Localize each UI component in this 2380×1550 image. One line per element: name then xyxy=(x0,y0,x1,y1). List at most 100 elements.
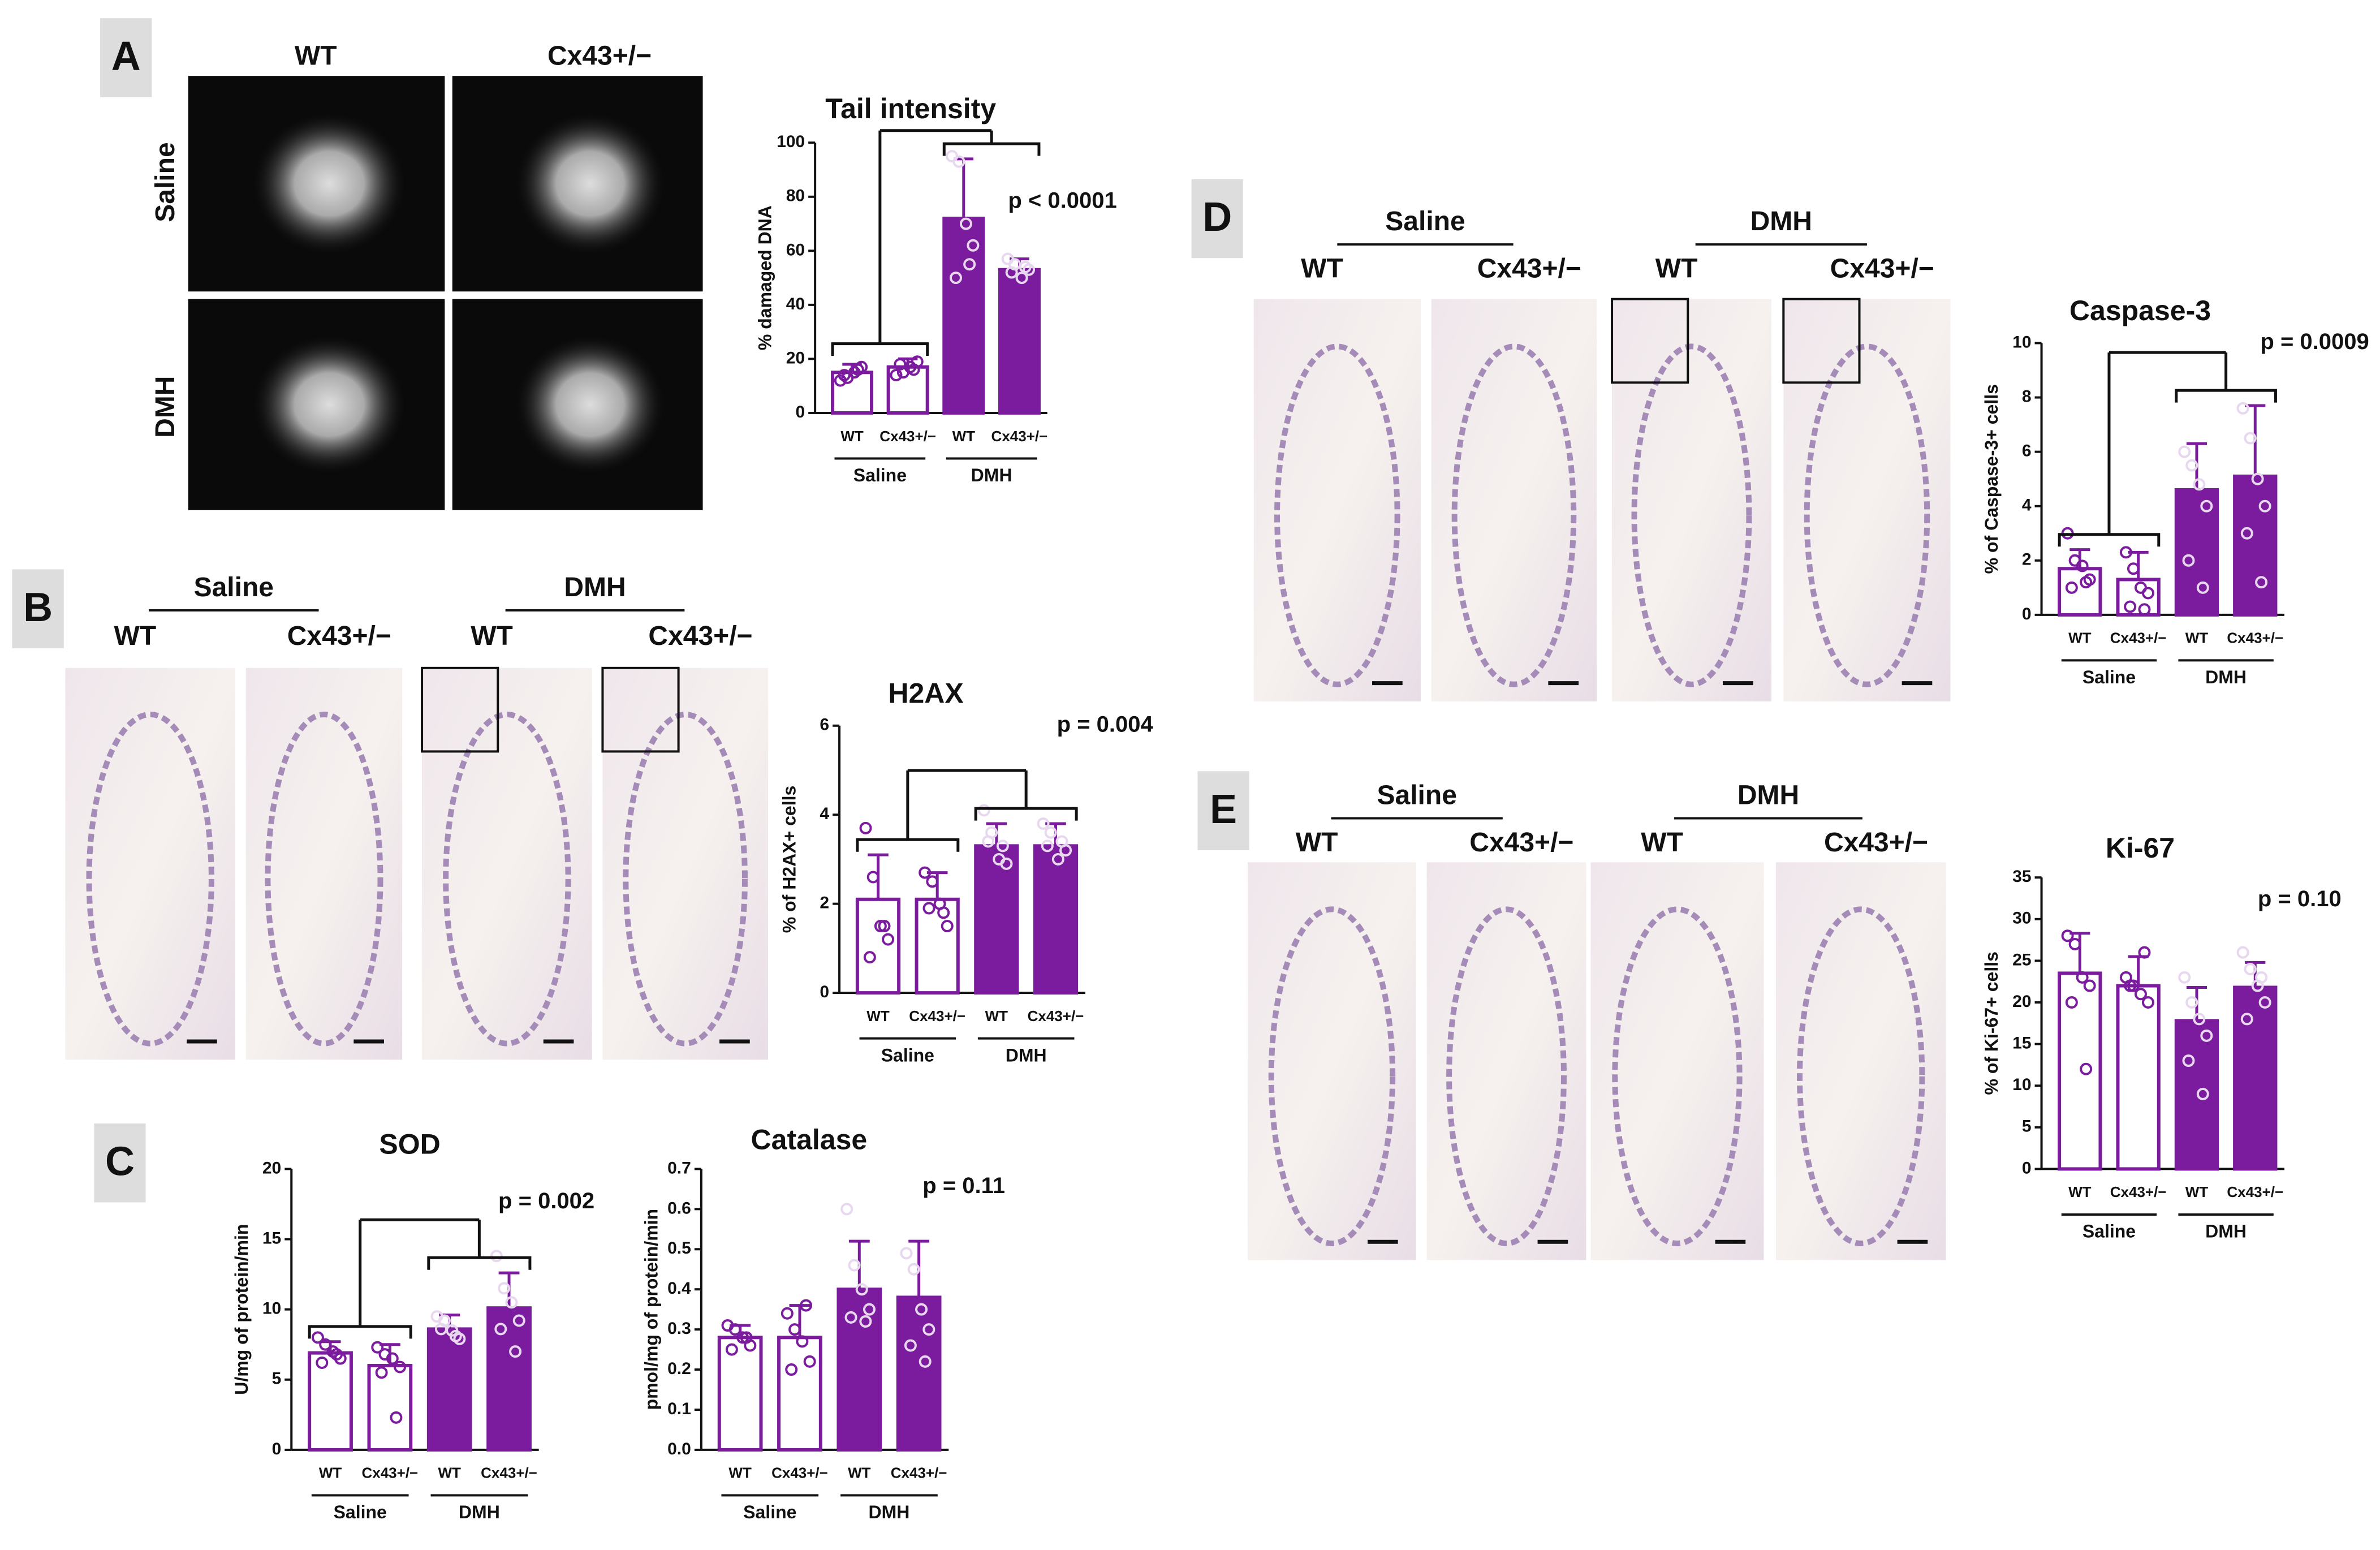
y-tick-label: 0.6 xyxy=(667,1199,691,1217)
x-tick-label: WT xyxy=(2068,1183,2092,1200)
data-point xyxy=(949,272,962,285)
bar xyxy=(717,1336,763,1452)
data-point xyxy=(2244,963,2257,976)
x-tick-label: Cx43+/− xyxy=(361,1465,418,1482)
data-point xyxy=(844,1311,857,1324)
data-point xyxy=(2134,988,2147,1001)
inset-box xyxy=(601,666,680,753)
crypt xyxy=(1451,343,1577,687)
y-tick-label: 20 xyxy=(786,348,805,367)
micrograph xyxy=(1612,299,1771,701)
data-point xyxy=(1019,261,1032,274)
data-point xyxy=(781,1307,794,1320)
x-tick-label: WT xyxy=(985,1008,1008,1024)
group-label: Saline xyxy=(881,1045,934,1065)
data-point xyxy=(2185,996,2198,1009)
data-point xyxy=(490,1250,503,1263)
data-point xyxy=(785,1363,798,1376)
data-point xyxy=(840,1203,853,1216)
data-point xyxy=(1051,852,1064,866)
data-point xyxy=(922,902,935,915)
micrograph xyxy=(1426,862,1586,1260)
column-label: WT xyxy=(1655,253,1698,283)
data-point xyxy=(311,1331,324,1344)
data-point xyxy=(2138,946,2151,959)
y-tick-label: 0 xyxy=(272,1440,282,1458)
data-point xyxy=(2141,587,2154,600)
group-label: Saline xyxy=(1385,206,1465,236)
data-point xyxy=(2065,996,2078,1009)
data-point xyxy=(919,866,932,879)
data-point xyxy=(915,1303,928,1316)
y-tick-label: 4 xyxy=(820,804,829,823)
data-point xyxy=(2141,996,2154,1009)
group-label: DMH xyxy=(869,1502,910,1522)
data-point xyxy=(855,1283,868,1296)
x-tick-label: Cx43+/− xyxy=(879,428,936,445)
data-point xyxy=(941,920,954,933)
column-label: Cx43+/− xyxy=(648,621,752,651)
data-point xyxy=(434,1323,447,1336)
data-point xyxy=(919,1355,932,1368)
data-point xyxy=(848,1259,861,1272)
data-point xyxy=(2196,581,2209,594)
data-point xyxy=(996,839,1009,852)
column-label: WT xyxy=(114,621,157,651)
y-axis-label: % damaged DNA xyxy=(755,205,775,350)
y-axis-label: % of Ki-67+ cells xyxy=(1981,951,2002,1095)
data-point xyxy=(2240,1013,2253,1026)
bracket xyxy=(427,1220,532,1270)
data-point xyxy=(2236,946,2249,959)
data-point xyxy=(1044,826,1057,839)
annotation: p = 0.0009 xyxy=(2260,329,2369,354)
y-tick-label: 2 xyxy=(2022,550,2032,569)
group-label: Saline xyxy=(1377,781,1457,811)
panel-letter: A xyxy=(111,34,141,79)
data-point xyxy=(2068,937,2081,950)
y-tick-label: 0.4 xyxy=(667,1279,691,1298)
data-point xyxy=(2124,979,2137,992)
bar xyxy=(915,897,960,995)
y-tick-label: 0 xyxy=(2022,605,2032,623)
data-point xyxy=(2193,1013,2206,1026)
column-label: WT xyxy=(1301,253,1343,283)
crypt xyxy=(1631,343,1752,687)
bar xyxy=(1033,844,1079,995)
y-tick-label: 20 xyxy=(2012,992,2031,1011)
y-axis-label: % of H2AX+ cells xyxy=(779,786,800,933)
annotation: p = 0.10 xyxy=(2258,886,2342,911)
comet xyxy=(515,335,666,475)
bracket xyxy=(2058,352,2161,547)
data-point xyxy=(394,1360,407,1374)
bracket xyxy=(2175,352,2277,403)
y-tick-label: 15 xyxy=(262,1229,281,1247)
y-tick-label: 100 xyxy=(777,132,805,151)
data-point xyxy=(449,1329,462,1342)
data-point xyxy=(2083,979,2096,992)
comet xyxy=(252,335,407,475)
x-tick-label: WT xyxy=(866,1008,890,1024)
data-point xyxy=(890,369,903,382)
group-label: Saline xyxy=(853,465,907,485)
group-label: Saline xyxy=(743,1502,796,1522)
bar xyxy=(777,1336,822,1452)
data-point xyxy=(1055,835,1068,848)
group-label: Saline xyxy=(2082,1221,2136,1242)
y-tick-label: 0.1 xyxy=(667,1400,691,1418)
chart-title: H2AX xyxy=(888,677,963,709)
group-label: Saline xyxy=(2082,667,2136,687)
x-tick-label: WT xyxy=(2068,630,2092,647)
crypt xyxy=(623,712,748,1047)
panel-letter-box xyxy=(94,1123,146,1203)
data-point xyxy=(874,920,887,933)
annotation: p = 0.004 xyxy=(1057,712,1154,737)
bar xyxy=(896,1295,942,1452)
row-label: Saline xyxy=(150,142,180,222)
data-point xyxy=(894,358,907,371)
y-axis-label: % of Caspase-3+ cells xyxy=(1981,384,2002,574)
data-point xyxy=(866,871,879,884)
y-tick-label: 5 xyxy=(272,1370,282,1388)
data-point xyxy=(967,239,980,252)
data-point xyxy=(937,906,950,919)
data-point xyxy=(2258,996,2271,1009)
